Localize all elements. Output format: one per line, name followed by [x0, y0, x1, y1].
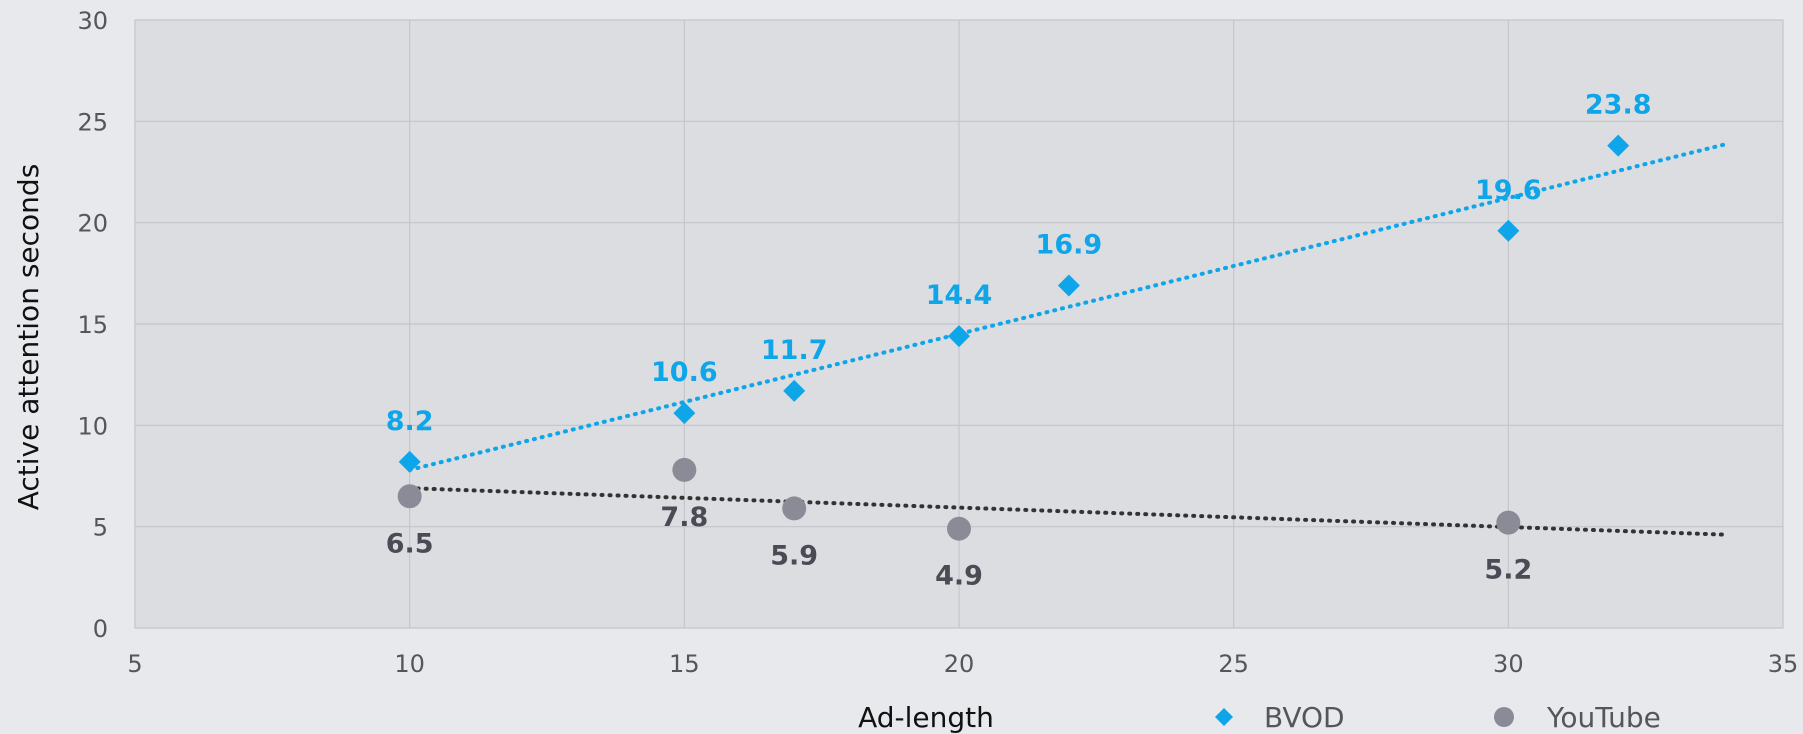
x-tick-label: 30	[1493, 650, 1524, 678]
youtube-point	[782, 496, 807, 521]
bvod-point	[1607, 134, 1630, 157]
data-labels: 8.2 10.6 11.7 14.4 16.9 19.6 23.8 6.5 7.8 5.9 4.9 5…	[386, 90, 1652, 592]
bvod-data-label: 8.2	[386, 406, 434, 437]
x-tick-label: 10	[394, 650, 425, 678]
x-tick-label: 15	[669, 650, 700, 678]
youtube-data-label: 4.9	[935, 561, 983, 592]
bvod-point	[783, 379, 806, 402]
youtube-data-label: 5.2	[1484, 555, 1532, 586]
y-tick-label: 25	[77, 108, 108, 136]
bvod-point	[1057, 274, 1080, 297]
y-tick-label: 30	[77, 7, 108, 35]
legend-bvod-label: BVOD	[1264, 701, 1345, 734]
bvod-data-label: 14.4	[926, 280, 993, 311]
legend-youtube-marker	[1494, 707, 1514, 727]
bvod-data-label: 19.6	[1475, 175, 1542, 206]
x-tick-label: 35	[1768, 650, 1799, 678]
x-tick-label: 25	[1218, 650, 1249, 678]
youtube-point	[1496, 510, 1521, 535]
markers	[397, 134, 1630, 541]
x-tick-label: 5	[127, 650, 142, 678]
x-axis-title: Ad-length	[858, 701, 994, 734]
bvod-point	[673, 402, 696, 425]
legend-youtube-label: YouTube	[1546, 701, 1661, 734]
trendlines	[407, 141, 1731, 537]
bvod-data-label: 16.9	[1036, 229, 1103, 260]
youtube-data-label: 5.9	[770, 540, 818, 571]
youtube-data-label: 6.5	[386, 528, 434, 559]
y-tick-label: 20	[77, 210, 108, 238]
grid	[134, 19, 1784, 629]
youtube-point	[947, 516, 971, 541]
bvod-data-label: 10.6	[651, 357, 718, 388]
legend: BVOD YouTube	[1215, 701, 1661, 734]
x-tick-label: 20	[944, 650, 975, 678]
y-tick-label: 5	[93, 514, 108, 542]
bvod-point	[948, 325, 970, 348]
youtube-point	[672, 457, 697, 482]
bvod-point	[398, 450, 421, 473]
bvod-data-label: 23.8	[1585, 90, 1652, 121]
bvod-trendline	[407, 141, 1731, 472]
y-tick-label: 15	[77, 311, 108, 339]
youtube-data-label: 7.8	[660, 502, 708, 533]
legend-bvod-marker	[1215, 708, 1233, 726]
y-tick-label: 0	[93, 615, 108, 643]
bvod-data-label: 11.7	[761, 335, 828, 366]
youtube-point	[397, 484, 422, 509]
y-tick-label: 10	[77, 412, 108, 440]
bvod-point	[1497, 219, 1520, 242]
y-axis-title: Active attention seconds	[12, 164, 45, 511]
